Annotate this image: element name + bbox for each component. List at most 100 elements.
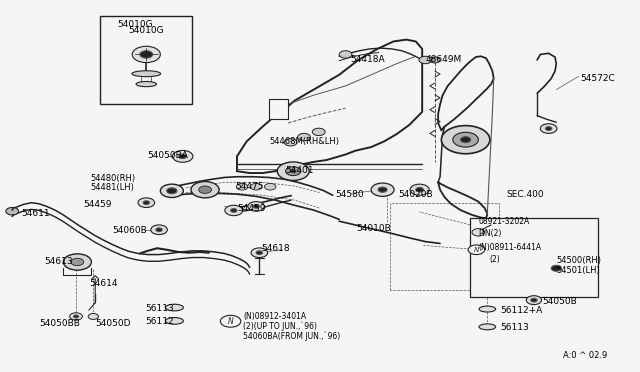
- Text: 54010B: 54010B: [356, 224, 391, 233]
- Circle shape: [63, 254, 92, 270]
- Circle shape: [277, 162, 309, 180]
- Text: 54050BA: 54050BA: [148, 151, 188, 160]
- Text: (2)(UP TO JUN.,`96): (2)(UP TO JUN.,`96): [243, 322, 317, 331]
- Circle shape: [453, 132, 478, 147]
- Circle shape: [442, 126, 490, 154]
- Text: A:0 ^ 02.9: A:0 ^ 02.9: [563, 351, 607, 360]
- Text: 54010G: 54010G: [117, 20, 152, 29]
- Text: 54401: 54401: [285, 166, 314, 174]
- Circle shape: [248, 202, 264, 211]
- Circle shape: [173, 150, 193, 162]
- Text: 54020B: 54020B: [398, 190, 433, 199]
- Circle shape: [138, 198, 155, 208]
- Circle shape: [230, 209, 237, 212]
- Text: 54613: 54613: [44, 257, 73, 266]
- Text: (N)08912-3401A: (N)08912-3401A: [243, 312, 307, 321]
- Text: 56112: 56112: [145, 317, 173, 326]
- Circle shape: [430, 57, 440, 63]
- Text: N: N: [474, 247, 479, 253]
- Circle shape: [410, 184, 429, 195]
- Text: 54501(LH): 54501(LH): [556, 266, 600, 275]
- Text: PIN(2): PIN(2): [478, 229, 502, 238]
- Circle shape: [531, 298, 537, 302]
- Circle shape: [70, 313, 83, 320]
- Text: 54580: 54580: [335, 190, 364, 199]
- Text: 54468M(RH&LH): 54468M(RH&LH): [269, 137, 339, 146]
- Circle shape: [291, 170, 296, 173]
- Text: 54500(RH): 54500(RH): [556, 256, 602, 265]
- Circle shape: [88, 314, 99, 320]
- Circle shape: [191, 182, 219, 198]
- Circle shape: [312, 128, 325, 136]
- Text: 08921-3202A: 08921-3202A: [478, 218, 530, 227]
- Text: 54572C: 54572C: [580, 74, 615, 83]
- Circle shape: [256, 251, 262, 254]
- Text: 54475: 54475: [236, 182, 264, 190]
- Circle shape: [220, 315, 241, 327]
- Text: 54060B: 54060B: [113, 226, 147, 235]
- Text: 54060BA(FROM JUN.,`96): 54060BA(FROM JUN.,`96): [243, 332, 340, 341]
- Circle shape: [253, 205, 259, 208]
- Circle shape: [132, 46, 161, 62]
- Text: J: J: [93, 294, 97, 304]
- Text: 48649M: 48649M: [426, 55, 461, 64]
- Circle shape: [74, 315, 79, 318]
- Text: SEC.400: SEC.400: [506, 190, 544, 199]
- Bar: [470, 218, 598, 297]
- Circle shape: [378, 187, 387, 192]
- Circle shape: [140, 51, 153, 58]
- Circle shape: [236, 183, 248, 190]
- Circle shape: [198, 186, 211, 193]
- Text: 56112+A: 56112+A: [500, 306, 542, 315]
- Bar: [269, 99, 288, 119]
- Circle shape: [461, 137, 470, 142]
- Text: 54614: 54614: [89, 279, 117, 288]
- Circle shape: [371, 183, 394, 196]
- Circle shape: [526, 296, 541, 305]
- Circle shape: [250, 183, 262, 190]
- Circle shape: [472, 229, 484, 236]
- Circle shape: [167, 188, 177, 194]
- Circle shape: [551, 265, 561, 271]
- Ellipse shape: [479, 306, 495, 312]
- Ellipse shape: [166, 318, 183, 324]
- Circle shape: [71, 258, 84, 266]
- Ellipse shape: [479, 324, 495, 330]
- Circle shape: [339, 51, 352, 58]
- Circle shape: [143, 201, 150, 205]
- Circle shape: [540, 124, 557, 134]
- Text: 54050D: 54050D: [95, 319, 131, 328]
- Circle shape: [6, 208, 19, 215]
- Text: 56113: 56113: [500, 323, 529, 332]
- Text: 54481(LH): 54481(LH): [90, 183, 134, 192]
- Text: 54010G: 54010G: [129, 26, 164, 35]
- Circle shape: [545, 127, 552, 131]
- Circle shape: [156, 228, 163, 232]
- Circle shape: [543, 261, 569, 276]
- Ellipse shape: [132, 71, 161, 77]
- Text: (N)08911-6441A: (N)08911-6441A: [478, 243, 541, 252]
- Circle shape: [416, 187, 424, 192]
- Text: 56113: 56113: [145, 304, 174, 313]
- Circle shape: [251, 248, 268, 257]
- Ellipse shape: [136, 81, 157, 87]
- Circle shape: [151, 225, 168, 235]
- Circle shape: [284, 138, 297, 146]
- Circle shape: [161, 184, 183, 198]
- Bar: [100, 16, 192, 105]
- Circle shape: [264, 183, 276, 190]
- Ellipse shape: [166, 304, 183, 311]
- Text: (2): (2): [490, 254, 500, 263]
- Circle shape: [285, 167, 301, 176]
- Circle shape: [419, 56, 432, 64]
- Text: 54611: 54611: [21, 209, 50, 218]
- Circle shape: [179, 154, 186, 158]
- Text: 54418A: 54418A: [351, 55, 385, 64]
- Circle shape: [225, 205, 243, 216]
- Text: 54459: 54459: [84, 200, 112, 209]
- Text: 54050B: 54050B: [542, 297, 577, 306]
- Circle shape: [468, 245, 484, 254]
- Circle shape: [298, 134, 310, 141]
- Text: 54050BB: 54050BB: [39, 319, 80, 328]
- Text: N: N: [228, 317, 234, 326]
